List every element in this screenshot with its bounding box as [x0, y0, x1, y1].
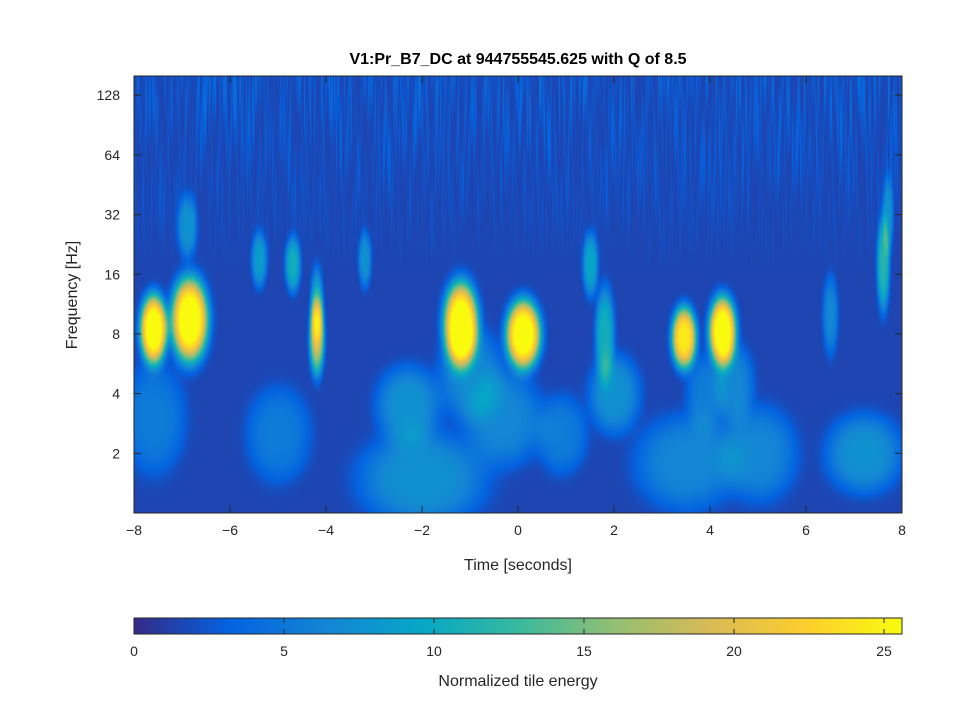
x-tick-label: 4: [706, 522, 714, 538]
heatmap-canvas: [134, 76, 902, 513]
colorbar-tick-label: 10: [426, 643, 442, 659]
y-tick-label: 32: [104, 207, 120, 223]
y-tick-label: 2: [112, 445, 120, 461]
y-tick-label: 128: [97, 87, 121, 103]
colorbar-tick-label: 25: [876, 643, 892, 659]
colorbar: [133, 617, 903, 635]
colorbar-tick-label: 15: [576, 643, 592, 659]
x-tick-label: −2: [414, 522, 430, 538]
x-tick-label: 6: [802, 522, 810, 538]
x-axis: −8 −6 −4 −2 0 2 4 6 8: [126, 76, 906, 538]
colorbar-label: Normalized tile energy: [438, 673, 597, 690]
x-tick-label: −6: [222, 522, 238, 538]
colorbar-ticks: 0 5 10 15 20 25: [130, 618, 892, 659]
x-tick-label: 2: [610, 522, 618, 538]
x-tick-label: 8: [898, 522, 906, 538]
x-tick-label: −4: [318, 522, 334, 538]
x-tick-label: 0: [514, 522, 522, 538]
y-tick-label: 8: [112, 326, 120, 342]
y-axis: 2 4 8 16 32 64 128: [97, 87, 902, 461]
colorbar-tick-label: 0: [130, 643, 138, 659]
x-axis-label: Time [seconds]: [464, 557, 572, 574]
y-tick-label: 4: [112, 386, 120, 402]
colorbar-tick-label: 20: [726, 643, 742, 659]
y-axis-label: Frequency [Hz]: [64, 241, 81, 349]
y-tick-label: 16: [104, 266, 120, 282]
chart-title: V1:Pr_B7_DC at 944755545.625 with Q of 8…: [349, 51, 686, 68]
heatmap-container: [134, 76, 902, 513]
x-tick-label: −8: [126, 522, 142, 538]
y-tick-label: 64: [104, 147, 120, 163]
colorbar-tick-label: 5: [280, 643, 288, 659]
